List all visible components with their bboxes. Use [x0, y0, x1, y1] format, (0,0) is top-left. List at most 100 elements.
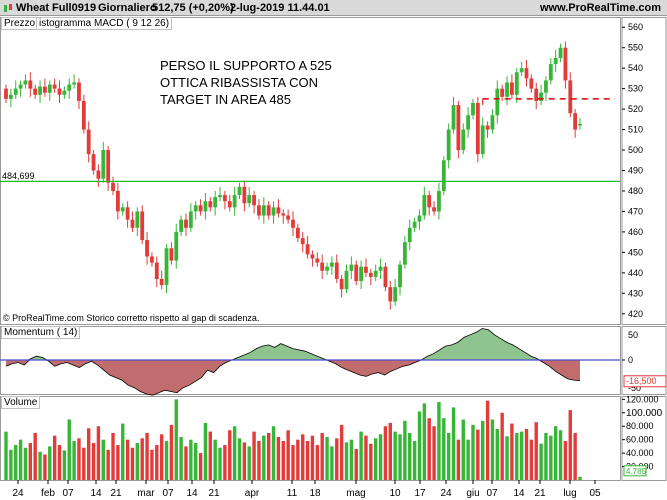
candle-body: [539, 92, 543, 101]
candle-body: [475, 102, 480, 155]
candle-body: [120, 207, 125, 212]
candle-body: [349, 264, 354, 271]
volume-bar: [378, 434, 383, 480]
volume-panel-label: Volume: [1, 396, 41, 409]
price-tick-label: 540: [628, 63, 643, 73]
volume-bar: [184, 446, 188, 480]
price-candles: [0, 41, 620, 310]
volume-bar: [62, 450, 67, 480]
volume-bar: [208, 431, 213, 480]
volume-bar: [271, 426, 276, 480]
x-tick-label: mag: [346, 488, 365, 499]
candle-body: [310, 254, 315, 259]
candle-body: [38, 86, 42, 95]
volume-bar: [9, 449, 13, 480]
volume-bar: [125, 439, 130, 480]
volume-bar: [286, 430, 290, 480]
volume-bar: [262, 435, 266, 480]
site-label[interactable]: www.ProRealTime.com: [539, 2, 661, 14]
candle-body: [412, 221, 417, 228]
candle-body: [339, 278, 344, 290]
candle-body: [359, 266, 364, 282]
volume-bar: [179, 436, 183, 480]
volume-bar: [28, 443, 33, 480]
volume-bar: [169, 424, 174, 480]
candle-body: [330, 262, 334, 267]
volume-tick-label: 120.000: [626, 394, 659, 404]
candle-body: [514, 72, 519, 95]
candle-body: [222, 195, 227, 202]
volume-bar: [344, 442, 349, 480]
candle-body: [237, 186, 242, 196]
volume-bar: [150, 449, 154, 480]
volume-bar: [510, 423, 514, 480]
volume-bar: [121, 423, 125, 480]
volume-bar: [558, 430, 563, 480]
volume-bar: [96, 426, 101, 480]
volume-bar: [281, 441, 285, 480]
x-tick-label: 14: [90, 488, 102, 499]
volume-bar: [563, 441, 568, 480]
volume-bar: [18, 439, 23, 480]
volume-bar: [422, 403, 427, 480]
candle-body: [150, 256, 154, 263]
candle-body: [169, 248, 174, 261]
candle-body: [471, 102, 475, 116]
volume-last-box: [623, 465, 647, 477]
volume-bar: [481, 420, 485, 480]
candle-body: [257, 205, 261, 216]
volume-tick-label: 60.000: [626, 435, 654, 445]
price-tick-label: 550: [628, 43, 643, 53]
volume-bar: [339, 424, 344, 480]
volume-bar: [490, 419, 495, 480]
volume-bar: [432, 426, 436, 480]
title-bar: Wheat Full0919 Giornaliero 512,75 (+0,20…: [0, 0, 667, 16]
price-tick-label: 460: [628, 227, 643, 237]
candle-body: [266, 205, 271, 216]
volume-bar: [364, 435, 368, 480]
price-tick-label: 470: [628, 206, 643, 216]
price-tick-label: 420: [628, 309, 643, 319]
candle-body: [334, 262, 339, 279]
volume-bar: [198, 453, 203, 480]
x-tick-label: 14: [513, 488, 525, 499]
x-tick-label: 05: [589, 488, 601, 499]
volume-bar: [456, 439, 461, 480]
volume-bar: [485, 400, 490, 480]
volume-tick-label: 80.000: [626, 421, 654, 431]
volume-bar: [301, 434, 305, 480]
volume-bar: [232, 426, 237, 480]
candle-body: [276, 207, 281, 214]
volume-bar: [529, 439, 534, 480]
volume-bar: [237, 438, 242, 480]
volume-bar: [291, 445, 295, 480]
candle-body: [505, 82, 509, 97]
volume-bar: [111, 432, 115, 480]
candle-body: [203, 201, 208, 212]
candle-body: [354, 264, 359, 282]
price-tick-label: 430: [628, 288, 643, 298]
volume-bar: [330, 446, 334, 480]
volume-bar: [4, 431, 8, 480]
x-tick-label: 17: [414, 488, 426, 499]
volume-bar: [67, 419, 71, 480]
volume-bar: [57, 445, 62, 480]
price-tick-label: 560: [628, 22, 643, 32]
volume-bar: [461, 419, 465, 480]
price-tick-label: 440: [628, 268, 643, 278]
volume-bar: [495, 428, 500, 480]
volume-bar: [252, 431, 256, 480]
candle-body: [568, 80, 573, 114]
volume-bar: [82, 447, 86, 480]
volume-bar: [539, 443, 543, 480]
candle-body: [18, 84, 23, 89]
volume-bar: [194, 443, 198, 480]
candle-body: [373, 270, 378, 277]
volume-bar: [174, 399, 178, 480]
candle-body: [466, 115, 471, 130]
candle-body: [529, 78, 534, 89]
momentum-last-label: -16,500: [626, 376, 657, 386]
candle-body: [213, 197, 218, 208]
volume-bar: [398, 434, 402, 480]
